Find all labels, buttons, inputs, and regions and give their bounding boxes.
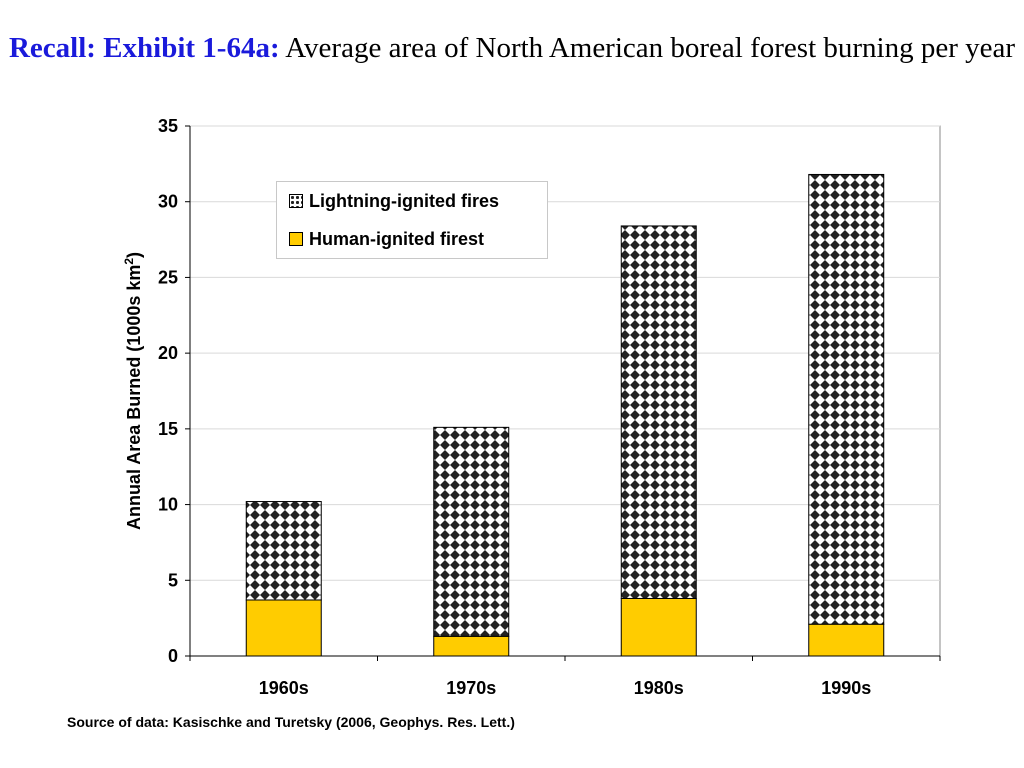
bar-human bbox=[620, 597, 697, 657]
y-tick-label: 0 bbox=[168, 646, 178, 666]
y-tick-label: 5 bbox=[168, 570, 178, 590]
y-tick-label: 25 bbox=[158, 267, 178, 287]
chart-title: Recall: Exhibit 1-64a: Average area of N… bbox=[0, 28, 1024, 68]
y-axis-label: Annual Area Burned (1000s km2) bbox=[122, 252, 144, 530]
legend: Lightning-ignited fires Human-ignited fi… bbox=[276, 181, 548, 259]
y-tick-label: 30 bbox=[158, 192, 178, 212]
source-note: Source of data: Kasischke and Turetsky (… bbox=[67, 714, 515, 730]
y-tick-label: 20 bbox=[158, 343, 178, 363]
bar-lightning bbox=[433, 426, 510, 637]
x-tick-label: 1980s bbox=[634, 678, 684, 698]
bar-lightning bbox=[620, 225, 697, 599]
y-axis-label-main: Annual Area Burned (1000s km bbox=[124, 265, 144, 530]
legend-swatch-human bbox=[289, 232, 303, 246]
title-rest: Average area of North American boreal fo… bbox=[285, 32, 1016, 64]
x-tick-label: 1990s bbox=[821, 678, 871, 698]
bar-human bbox=[245, 599, 322, 657]
bar-lightning bbox=[808, 173, 885, 625]
legend-label-human: Human-ignited firest bbox=[309, 228, 485, 249]
y-tick-label: 15 bbox=[158, 419, 178, 439]
y-axis-label-end: ) bbox=[124, 252, 144, 258]
x-tick-label: 1960s bbox=[259, 678, 309, 698]
y-tick-label: 10 bbox=[158, 495, 178, 515]
x-tick-labels: 1960s 1970s 1980s 1990s bbox=[189, 656, 941, 698]
legend-item-human: Human-ignited firest bbox=[289, 228, 484, 250]
y-axis-label-sup: 2 bbox=[122, 258, 136, 265]
legend-item-lightning: Lightning-ignited fires bbox=[289, 190, 499, 212]
bar-human bbox=[433, 635, 510, 657]
bar-lightning bbox=[245, 501, 322, 601]
y-tick-label: 35 bbox=[158, 116, 178, 136]
x-tick-label: 1970s bbox=[446, 678, 496, 698]
y-tick-labels: 0 5 10 15 20 25 30 35 bbox=[158, 116, 190, 666]
legend-swatch-lightning bbox=[289, 194, 303, 208]
title-lead: Recall: Exhibit 1-64a: bbox=[8, 32, 280, 64]
bars bbox=[245, 173, 885, 657]
legend-label-lightning: Lightning-ignited fires bbox=[309, 190, 499, 211]
bar-human bbox=[808, 623, 885, 657]
